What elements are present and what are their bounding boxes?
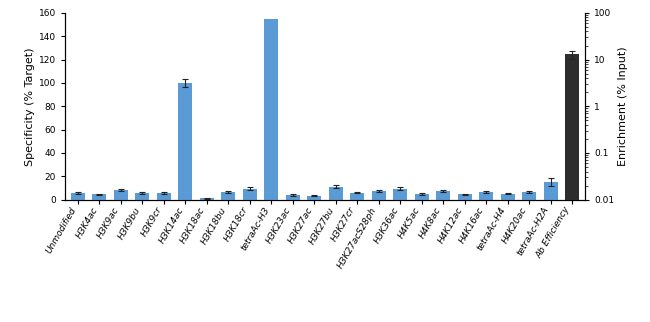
Bar [221,192,235,200]
Bar [178,83,192,200]
Bar [200,198,214,200]
Bar [436,191,450,200]
Bar [92,194,107,200]
Bar [350,193,364,200]
Bar [415,194,429,200]
Bar [458,194,472,200]
Bar [393,189,407,200]
Bar [329,187,343,200]
Bar [157,193,171,200]
Bar [307,195,321,200]
Y-axis label: Enrichment (% Input): Enrichment (% Input) [618,46,629,166]
Bar [265,19,278,200]
Bar [522,192,536,200]
Bar [372,191,385,200]
Bar [543,182,558,200]
Bar [71,193,85,200]
Bar [286,195,300,200]
Bar [565,54,579,322]
Bar [479,192,493,200]
Bar [243,189,257,200]
Bar [135,193,150,200]
Bar [114,190,128,200]
Bar [500,194,515,200]
Y-axis label: Specificity (% Target): Specificity (% Target) [25,47,34,166]
